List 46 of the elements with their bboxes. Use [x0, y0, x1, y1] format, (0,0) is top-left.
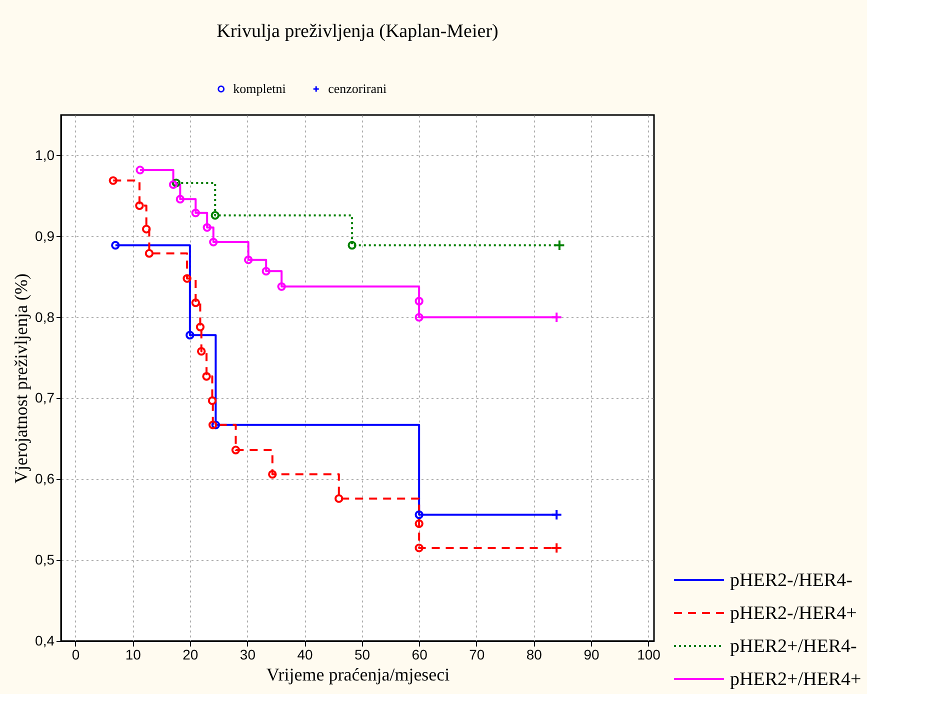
chart-title: Krivulja preživljenja (Kaplan-Meier): [216, 21, 498, 42]
point: [144, 249, 154, 258]
legend-label: pHER2+/HER4-: [730, 636, 857, 657]
legend-label: pHER2+/HER4+: [730, 669, 862, 690]
x-tick-label: 50: [354, 646, 370, 662]
legend-label: kompletni: [233, 81, 286, 96]
point: [142, 224, 151, 234]
x-tick-label: 80: [526, 646, 542, 662]
point: [208, 396, 217, 406]
x-tick-label: 70: [469, 646, 485, 662]
point: [208, 420, 218, 430]
point: [554, 240, 566, 252]
x-tick-label: 10: [125, 646, 142, 662]
x-tick-label: 20: [182, 646, 198, 662]
y-tick-label: 1,0: [35, 146, 55, 163]
y-tick-label: 0,7: [35, 390, 55, 406]
y-tick-label: 0,4: [35, 632, 55, 648]
point: [231, 446, 240, 454]
x-tick-label: 40: [297, 646, 313, 662]
legend-label: cenzorirani: [328, 81, 387, 96]
point: [202, 372, 211, 381]
x-tick-label: 60: [412, 646, 428, 662]
x-tick-label: 30: [240, 646, 256, 662]
x-tick-label: 0: [72, 646, 80, 662]
point: [414, 544, 424, 552]
x-tick-label: 100: [637, 646, 661, 662]
point: [550, 312, 562, 324]
point: [414, 519, 424, 528]
point: [191, 298, 200, 308]
y-axis-title: Vjerojatnost preživljenja (%): [11, 274, 32, 484]
point: [196, 322, 205, 332]
point: [550, 509, 562, 521]
x-axis-title: Vrijeme praćenja/mjeseci: [266, 664, 450, 684]
x-tick-label: 90: [584, 646, 600, 662]
point: [182, 274, 192, 283]
y-tick-label: 0,6: [35, 470, 55, 487]
point: [334, 494, 344, 503]
point: [197, 346, 206, 356]
point: [135, 201, 144, 210]
point: [108, 176, 118, 185]
legend-label: pHER2-/HER4-: [730, 570, 852, 591]
y-tick-label: 0,8: [35, 308, 55, 325]
legend-label: pHER2-/HER4+: [730, 603, 857, 624]
point: [268, 470, 277, 479]
y-tick-label: 0,5: [35, 552, 55, 568]
y-tick-label: 0,9: [35, 228, 55, 244]
